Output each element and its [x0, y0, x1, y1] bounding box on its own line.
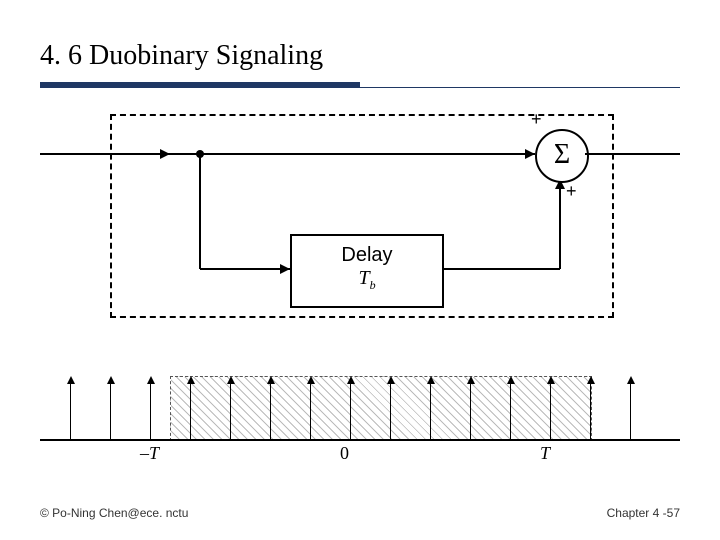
impulse: [310, 384, 311, 439]
impulse: [270, 384, 271, 439]
rule-thin: [40, 87, 680, 88]
delay-block: DelayTb: [290, 234, 444, 308]
impulse: [630, 384, 631, 439]
impulse: [590, 384, 591, 439]
page-number: Chapter 4 -57: [607, 506, 680, 520]
page-title: 4. 6 Duobinary Signaling: [40, 40, 680, 72]
impulse: [470, 384, 471, 439]
impulse: [510, 384, 511, 439]
footer: © Po-Ning Chen@ece. nctu Chapter 4 -57: [40, 506, 680, 520]
block-diagram: DelayTbΣ++: [40, 114, 680, 334]
impulse: [430, 384, 431, 439]
impulse: [110, 384, 111, 439]
axis-tick-label: 0: [340, 443, 349, 464]
plus-top: +: [531, 109, 542, 130]
title-rule: [40, 80, 680, 88]
delay-label: Delay: [292, 236, 442, 267]
plus-bottom: +: [566, 181, 577, 202]
time-axis: [40, 439, 680, 441]
highlight-region: [170, 376, 592, 441]
axis-tick-label: –T: [140, 443, 159, 464]
impulse: [230, 384, 231, 439]
pulse-train-diagram: –T 0 T: [40, 354, 680, 464]
axis-tick-label: T: [540, 443, 550, 464]
impulse: [150, 384, 151, 439]
impulse: [390, 384, 391, 439]
delay-symbol: Tb: [292, 267, 442, 293]
summing-junction: Σ: [535, 129, 589, 183]
impulse: [190, 384, 191, 439]
copyright: © Po-Ning Chen@ece. nctu: [40, 506, 188, 520]
impulse: [350, 384, 351, 439]
impulse: [550, 384, 551, 439]
impulse: [70, 384, 71, 439]
